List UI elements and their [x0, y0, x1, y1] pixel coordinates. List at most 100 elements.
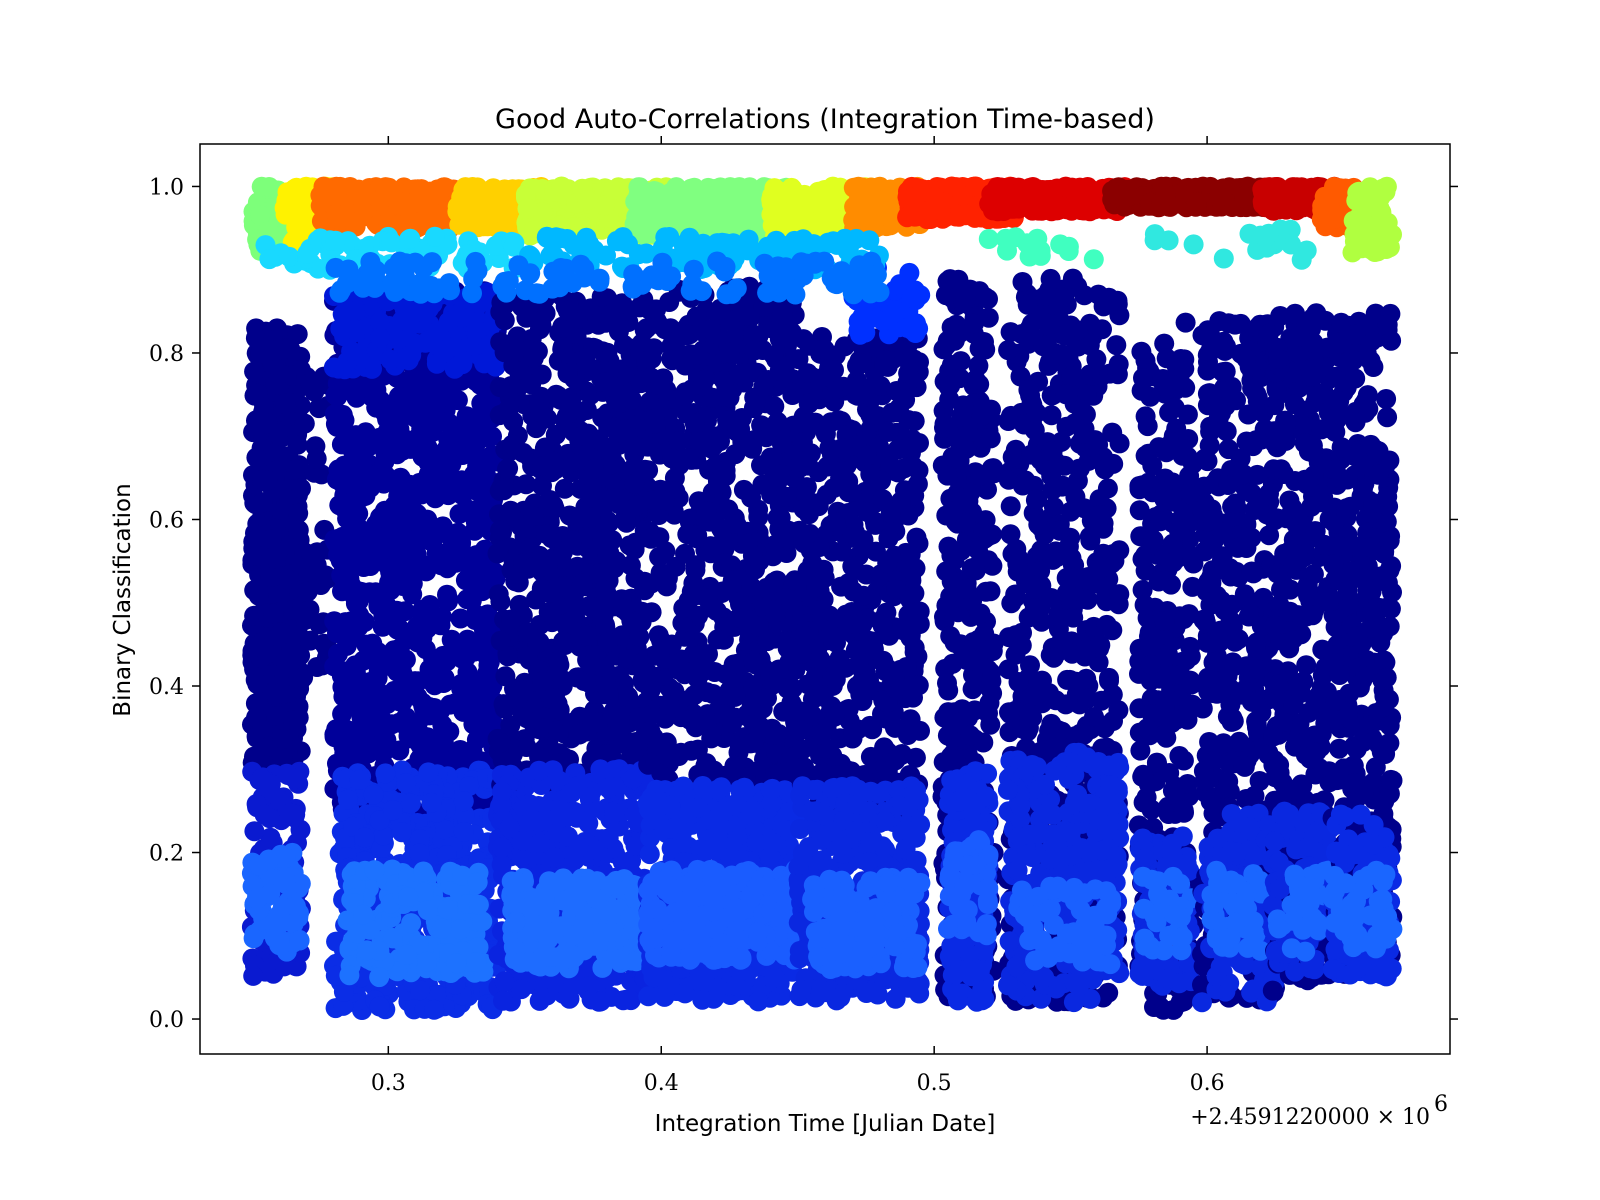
- scatter-point: [380, 349, 401, 370]
- scatter-point: [716, 664, 737, 685]
- scatter-point: [244, 361, 265, 382]
- scatter-point: [356, 940, 377, 961]
- scatter-point: [254, 804, 275, 825]
- scatter-point: [601, 874, 622, 895]
- scatter-point: [400, 728, 421, 749]
- scatter-point: [417, 951, 438, 972]
- scatter-point: [658, 875, 679, 896]
- scatter-point: [325, 385, 346, 406]
- scatter-point: [684, 413, 705, 434]
- scatter-point: [694, 369, 715, 390]
- scatter-point: [620, 907, 641, 928]
- scatter-point: [522, 557, 543, 578]
- scatter-point: [643, 338, 664, 359]
- scatter-point: [375, 763, 396, 784]
- scatter-point: [453, 674, 474, 695]
- scatter-point: [467, 872, 488, 893]
- scatter-point: [649, 375, 670, 395]
- scatter-point: [743, 651, 764, 672]
- scatter-point: [688, 797, 709, 818]
- scatter-point: [637, 436, 658, 457]
- scatter-point: [397, 944, 418, 965]
- scatter-point: [279, 535, 300, 555]
- scatter-point: [576, 625, 597, 646]
- scatter-point: [769, 360, 790, 381]
- scatter-point: [702, 861, 723, 882]
- scatter-point: [491, 837, 512, 858]
- scatter-point: [382, 800, 403, 821]
- scatter-point: [419, 516, 440, 536]
- scatter-point: [622, 768, 643, 789]
- scatter-point: [673, 598, 694, 619]
- scatter-point: [656, 744, 676, 765]
- scatter-point: [441, 475, 461, 496]
- scatter-point: [659, 695, 680, 716]
- scatter-point: [671, 324, 692, 345]
- scatter-point: [530, 833, 551, 854]
- scatter-point: [687, 344, 707, 365]
- scatter-point: [513, 830, 533, 851]
- scatter-point: [257, 470, 278, 491]
- scatter-point: [568, 724, 589, 745]
- scatter-point: [257, 643, 278, 664]
- scatter-point: [446, 423, 467, 444]
- scatter-point: [540, 603, 561, 624]
- scatter-point: [644, 413, 665, 434]
- scatter-point: [338, 530, 359, 550]
- scatter-point: [335, 499, 355, 520]
- scatter-point: [640, 680, 661, 701]
- scatter-point: [252, 492, 273, 513]
- scatter-point: [328, 643, 348, 664]
- scatter-point: [347, 923, 368, 944]
- scatter-point: [344, 441, 365, 462]
- scatter-point: [642, 919, 663, 940]
- scatter-point: [493, 990, 513, 1011]
- scatter-point: [567, 599, 587, 620]
- scatter-point: [719, 342, 740, 363]
- scatter-point: [285, 768, 305, 789]
- scatter-point: [725, 975, 746, 996]
- scatter-point: [301, 546, 322, 567]
- scatter-point: [417, 900, 438, 921]
- scatter-point: [377, 694, 398, 714]
- scatter-point: [661, 946, 682, 967]
- scatter-point: [261, 529, 282, 550]
- scatter-point: [539, 582, 560, 603]
- scatter-point: [489, 377, 510, 398]
- scatter-point: [471, 480, 492, 501]
- scatter-point: [728, 902, 749, 923]
- scatter-point: [391, 560, 412, 581]
- scatter-point: [532, 671, 553, 692]
- scatter-point: [266, 706, 286, 726]
- scatter-point: [660, 795, 681, 816]
- scatter-point: [613, 598, 634, 619]
- scatter-point: [337, 789, 358, 810]
- scatter-point: [686, 306, 707, 327]
- scatter-point: [272, 729, 293, 750]
- scatter-point: [604, 802, 625, 823]
- scatter-point: [260, 827, 281, 848]
- scatter-point: [685, 555, 706, 576]
- scatter-point: [710, 431, 730, 452]
- scatter-point: [715, 945, 736, 966]
- scatter-point: [359, 582, 380, 603]
- scatter-point: [696, 501, 717, 522]
- scatter-point: [446, 953, 467, 974]
- scatter-point: [586, 888, 607, 909]
- scatter-point: [508, 872, 529, 893]
- scatter-point: [684, 685, 705, 706]
- scatter-point: [258, 849, 279, 870]
- scatter-point: [451, 307, 472, 328]
- scatter-point: [530, 401, 550, 422]
- scatter-point: [387, 329, 408, 350]
- scatter-point: [413, 861, 434, 882]
- scatter-point: [272, 747, 293, 768]
- scatter-point: [325, 413, 346, 434]
- scatter-point: [764, 396, 785, 417]
- scatter-point: [654, 490, 675, 511]
- scatter-point: [557, 363, 578, 384]
- scatter-point: [595, 614, 615, 635]
- scatter-point: [580, 507, 601, 528]
- scatter-point: [349, 769, 370, 790]
- scatter-point: [769, 907, 790, 928]
